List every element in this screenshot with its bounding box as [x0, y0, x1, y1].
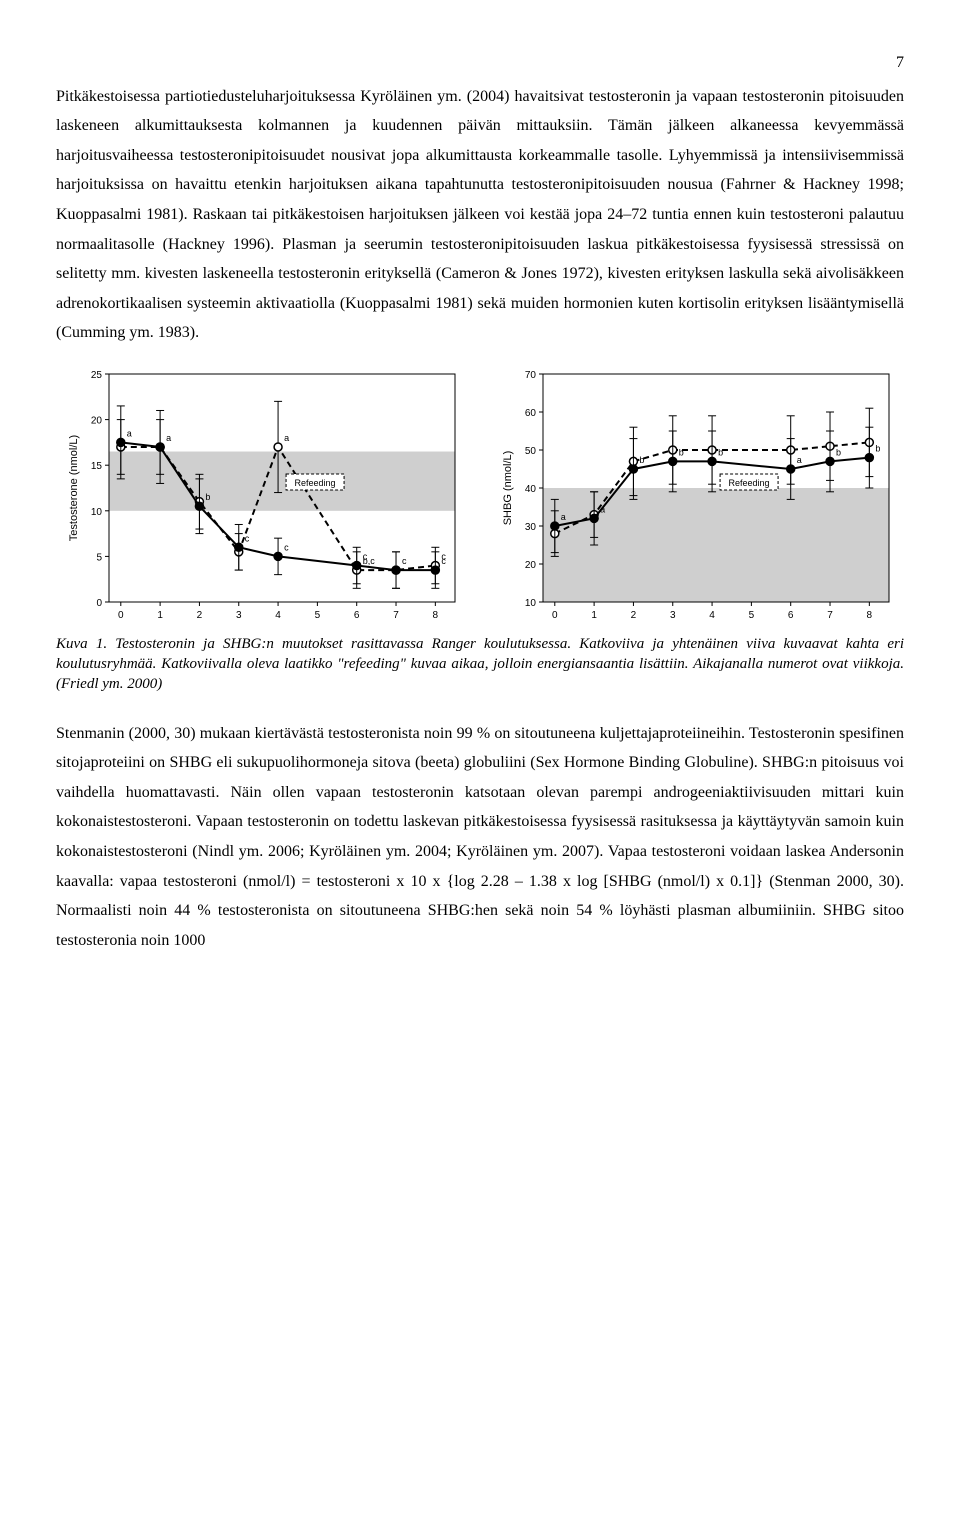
svg-text:5: 5: [315, 610, 321, 621]
svg-text:6: 6: [788, 610, 794, 621]
svg-text:5: 5: [749, 610, 755, 621]
svg-text:4: 4: [275, 610, 281, 621]
svg-text:Testosterone (nmol/L): Testosterone (nmol/L): [68, 435, 80, 541]
svg-text:15: 15: [91, 461, 103, 472]
svg-text:b: b: [205, 492, 210, 502]
svg-text:c: c: [402, 556, 407, 566]
svg-text:1: 1: [157, 610, 163, 621]
svg-text:Refeeding: Refeeding: [729, 478, 770, 488]
paragraph-1: Pitkäkestoisessa partiotiedusteluharjoit…: [56, 82, 904, 348]
svg-text:a: a: [166, 433, 171, 443]
paragraph-2: Stenmanin (2000, 30) mukaan kiertävästä …: [56, 719, 904, 956]
svg-text:a: a: [284, 433, 289, 443]
svg-text:SHBG (nmol/L): SHBG (nmol/L): [502, 451, 514, 526]
svg-text:25: 25: [91, 370, 103, 381]
svg-text:50: 50: [525, 446, 537, 457]
svg-text:a: a: [561, 512, 566, 522]
svg-text:b: b: [875, 444, 880, 454]
svg-text:c: c: [441, 556, 446, 566]
svg-text:Refeeding: Refeeding: [295, 478, 336, 488]
svg-text:8: 8: [867, 610, 873, 621]
page-number: 7: [56, 48, 904, 78]
svg-text:2: 2: [197, 610, 203, 621]
svg-text:20: 20: [525, 560, 537, 571]
svg-text:7: 7: [393, 610, 399, 621]
svg-text:a: a: [797, 455, 802, 465]
svg-text:c: c: [363, 551, 368, 561]
svg-text:5: 5: [96, 552, 102, 563]
svg-text:8: 8: [433, 610, 439, 621]
svg-text:b: b: [639, 455, 644, 465]
svg-text:a: a: [127, 428, 132, 438]
svg-text:6: 6: [354, 610, 360, 621]
svg-text:2: 2: [631, 610, 637, 621]
svg-text:0: 0: [118, 610, 124, 621]
svg-text:c: c: [284, 542, 289, 552]
svg-text:0: 0: [552, 610, 558, 621]
svg-text:3: 3: [670, 610, 676, 621]
chart-shbg: 10 20 30 40 50 60 70 0 1 2 3 4 5 6 7 8 SHBG (nmol/L) a a b b…: [490, 366, 904, 626]
svg-text:c: c: [245, 533, 250, 543]
svg-text:1: 1: [591, 610, 597, 621]
svg-text:30: 30: [525, 522, 537, 533]
svg-text:4: 4: [709, 610, 715, 621]
svg-text:10: 10: [525, 598, 537, 609]
svg-text:7: 7: [827, 610, 833, 621]
svg-text:70: 70: [525, 370, 537, 381]
svg-text:3: 3: [236, 610, 242, 621]
svg-text:b: b: [679, 447, 684, 457]
svg-text:b: b: [836, 447, 841, 457]
svg-text:10: 10: [91, 507, 103, 518]
figure-1: 0510152025012345678Testosterone (nmol/L)…: [56, 366, 904, 626]
figure-1-caption: Kuva 1. Testosteronin ja SHBG:n muutokse…: [56, 634, 904, 695]
svg-text:20: 20: [91, 416, 103, 427]
svg-text:60: 60: [525, 408, 537, 419]
svg-text:a: a: [600, 504, 605, 514]
chart-testosterone: 0 5 10 15 20 25 0 1 2 3 4 5 6 7 8 Testosterone (nmol/L)…: [56, 366, 470, 626]
svg-text:b: b: [718, 447, 723, 457]
svg-text:40: 40: [525, 484, 537, 495]
svg-text:0: 0: [96, 598, 102, 609]
